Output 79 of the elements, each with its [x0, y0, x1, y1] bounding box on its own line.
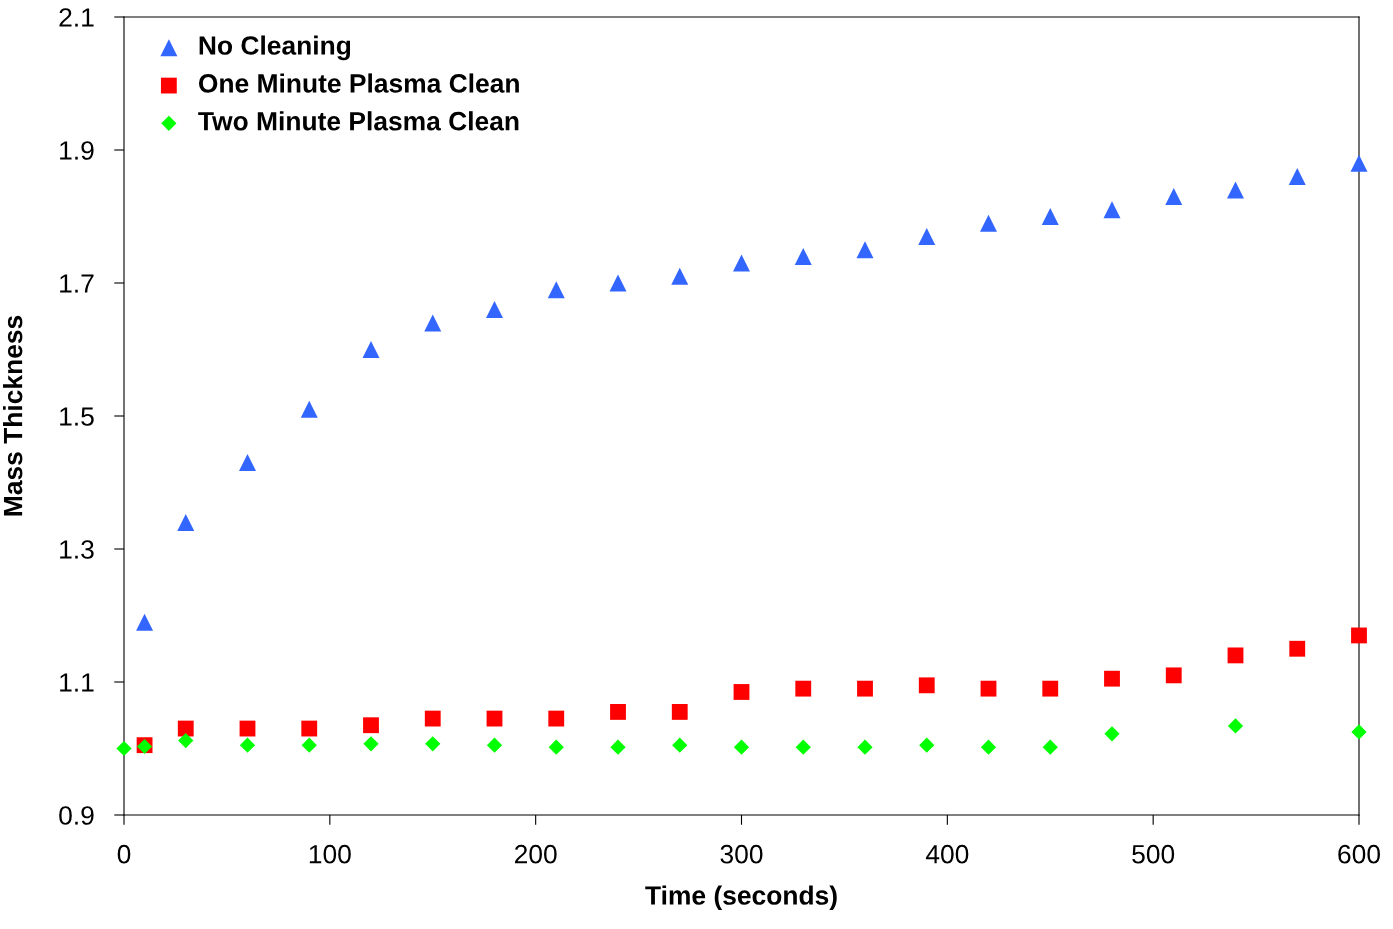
point [363, 736, 379, 752]
y-tick-label: 1.3 [60, 540, 94, 559]
point [672, 737, 688, 753]
x-tick-label: 300 [720, 844, 763, 864]
x-tick-label: 400 [925, 844, 969, 864]
point [486, 737, 503, 753]
point [424, 710, 441, 727]
point [1041, 207, 1059, 226]
point [425, 736, 441, 752]
point [1351, 724, 1367, 740]
point [1042, 680, 1059, 697]
point [671, 267, 689, 285]
x-axis-title: Time (seconds) [645, 885, 837, 911]
point [1104, 726, 1120, 742]
point [1165, 667, 1182, 684]
point [1351, 627, 1367, 644]
point [1289, 640, 1306, 657]
y-tick-label: 0.9 [59, 806, 94, 825]
point [547, 281, 565, 299]
y-tick-label: 1.5 [60, 407, 94, 426]
point [795, 680, 812, 697]
point [178, 732, 194, 749]
point [732, 254, 751, 272]
point [301, 737, 317, 753]
point [363, 717, 379, 734]
point [918, 677, 935, 694]
point [1226, 181, 1245, 199]
point [239, 720, 256, 737]
x-tick-label: 100 [309, 844, 351, 864]
point [177, 513, 195, 531]
point [177, 720, 194, 737]
point [301, 720, 318, 737]
y-axis-title: Mass Thickness [3, 315, 23, 516]
point [116, 740, 132, 757]
point [857, 739, 873, 755]
point [610, 704, 626, 720]
point [979, 214, 998, 232]
point [1350, 154, 1368, 172]
point [486, 710, 503, 727]
x-tick-label: 500 [1132, 844, 1175, 864]
point [919, 737, 935, 753]
y-tick-label: 1.1 [60, 673, 94, 692]
point [733, 739, 750, 755]
point [485, 301, 504, 319]
point [980, 680, 997, 697]
point [1103, 201, 1121, 219]
legend-label: One Minute Plasma Clean [198, 73, 519, 93]
point [1042, 739, 1058, 755]
point [794, 247, 812, 265]
point [610, 739, 626, 755]
y-tick-label: 2.1 [59, 8, 94, 27]
point [609, 274, 627, 292]
y-tick-label: 1.9 [60, 141, 94, 160]
x-tick-label: 0 [117, 844, 131, 864]
point [1165, 188, 1183, 206]
point [1104, 670, 1120, 687]
point [857, 680, 873, 697]
point [671, 704, 688, 720]
x-tick-label: 200 [514, 844, 557, 864]
legend-label: No Cleaning [199, 35, 351, 61]
point [136, 613, 154, 631]
y-tick-label: 1.7 [60, 274, 94, 293]
point [300, 400, 318, 418]
point [548, 739, 564, 755]
point [1288, 168, 1306, 186]
point [1227, 647, 1244, 664]
point [980, 739, 997, 755]
point [239, 737, 256, 753]
point [918, 227, 936, 245]
x-tick-label: 600 [1338, 844, 1380, 864]
point [856, 241, 874, 259]
point [1227, 718, 1244, 734]
point [362, 340, 380, 359]
point [424, 314, 442, 332]
point [548, 710, 565, 727]
point [795, 739, 811, 755]
legend-label: Two Minute Plasma Clean [198, 111, 519, 131]
point [733, 684, 750, 700]
point [238, 454, 257, 472]
